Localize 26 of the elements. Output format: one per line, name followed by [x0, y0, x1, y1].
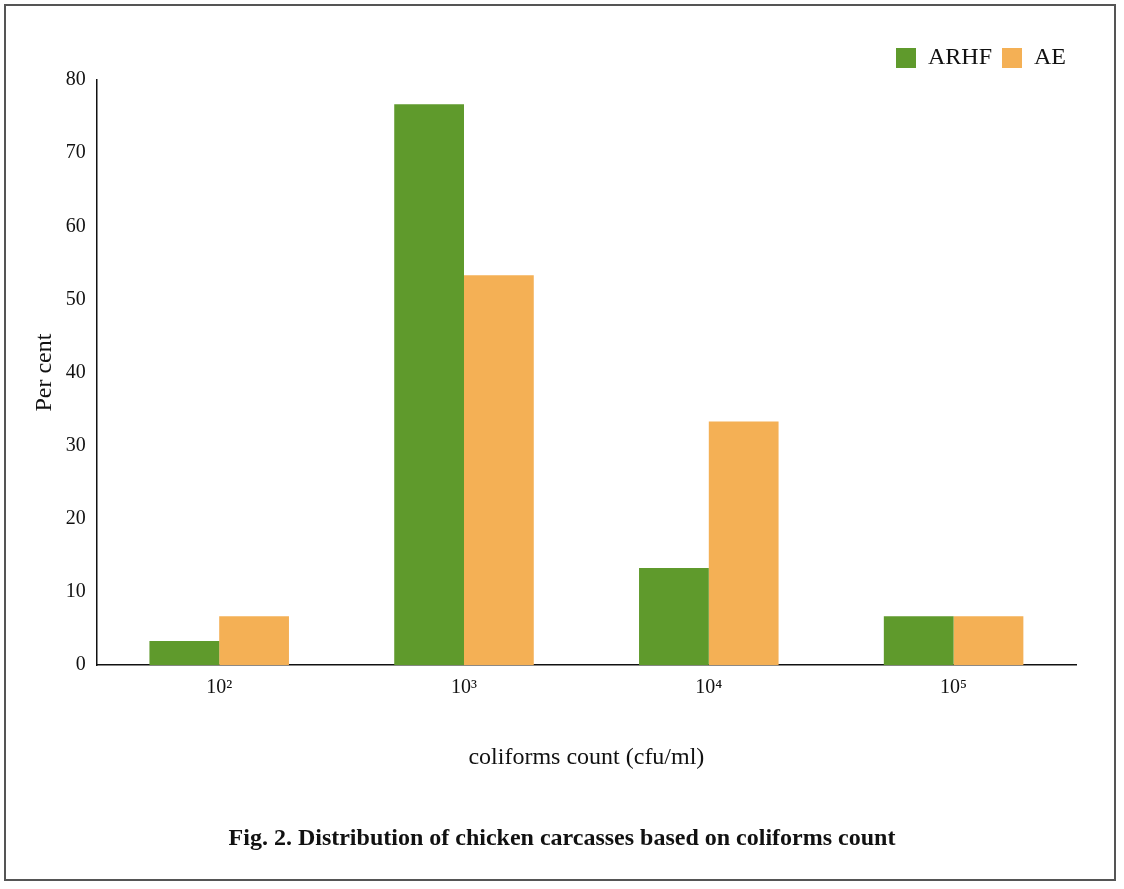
caption: Fig. 2. Distribution of chicken carcasses based on coliforms count	[227, 824, 897, 851]
bar	[464, 275, 534, 666]
x-tick-label: 10⁴	[695, 675, 723, 698]
y-tick-label: 20	[65, 506, 86, 529]
bar	[708, 421, 779, 666]
bar	[953, 616, 1024, 666]
bar	[219, 616, 289, 666]
bar	[639, 567, 709, 666]
x-axis-title: coliforms count (cfu/ml)	[468, 742, 705, 769]
y-tick-label: 60	[65, 213, 86, 236]
legend-label: ARHF	[927, 43, 993, 70]
x-tick-label: 10³	[451, 675, 477, 698]
y-tick-label: 0	[75, 652, 86, 675]
y-tick-label: 40	[65, 359, 86, 382]
x-tick-label: 10²	[206, 675, 233, 698]
y-axis-title: Per cent	[29, 333, 56, 412]
bar	[149, 641, 220, 666]
bar	[394, 104, 464, 666]
y-tick-label: 30	[65, 433, 86, 455]
y-tick-label: 50	[65, 286, 86, 309]
y-tick-label: 80	[65, 67, 86, 90]
y-tick-label: 10	[65, 579, 86, 602]
bar	[883, 616, 954, 666]
y-tick-label: 70	[65, 140, 86, 163]
legend-label: AE	[1034, 43, 1067, 70]
x-tick-label: 10⁵	[940, 675, 968, 698]
